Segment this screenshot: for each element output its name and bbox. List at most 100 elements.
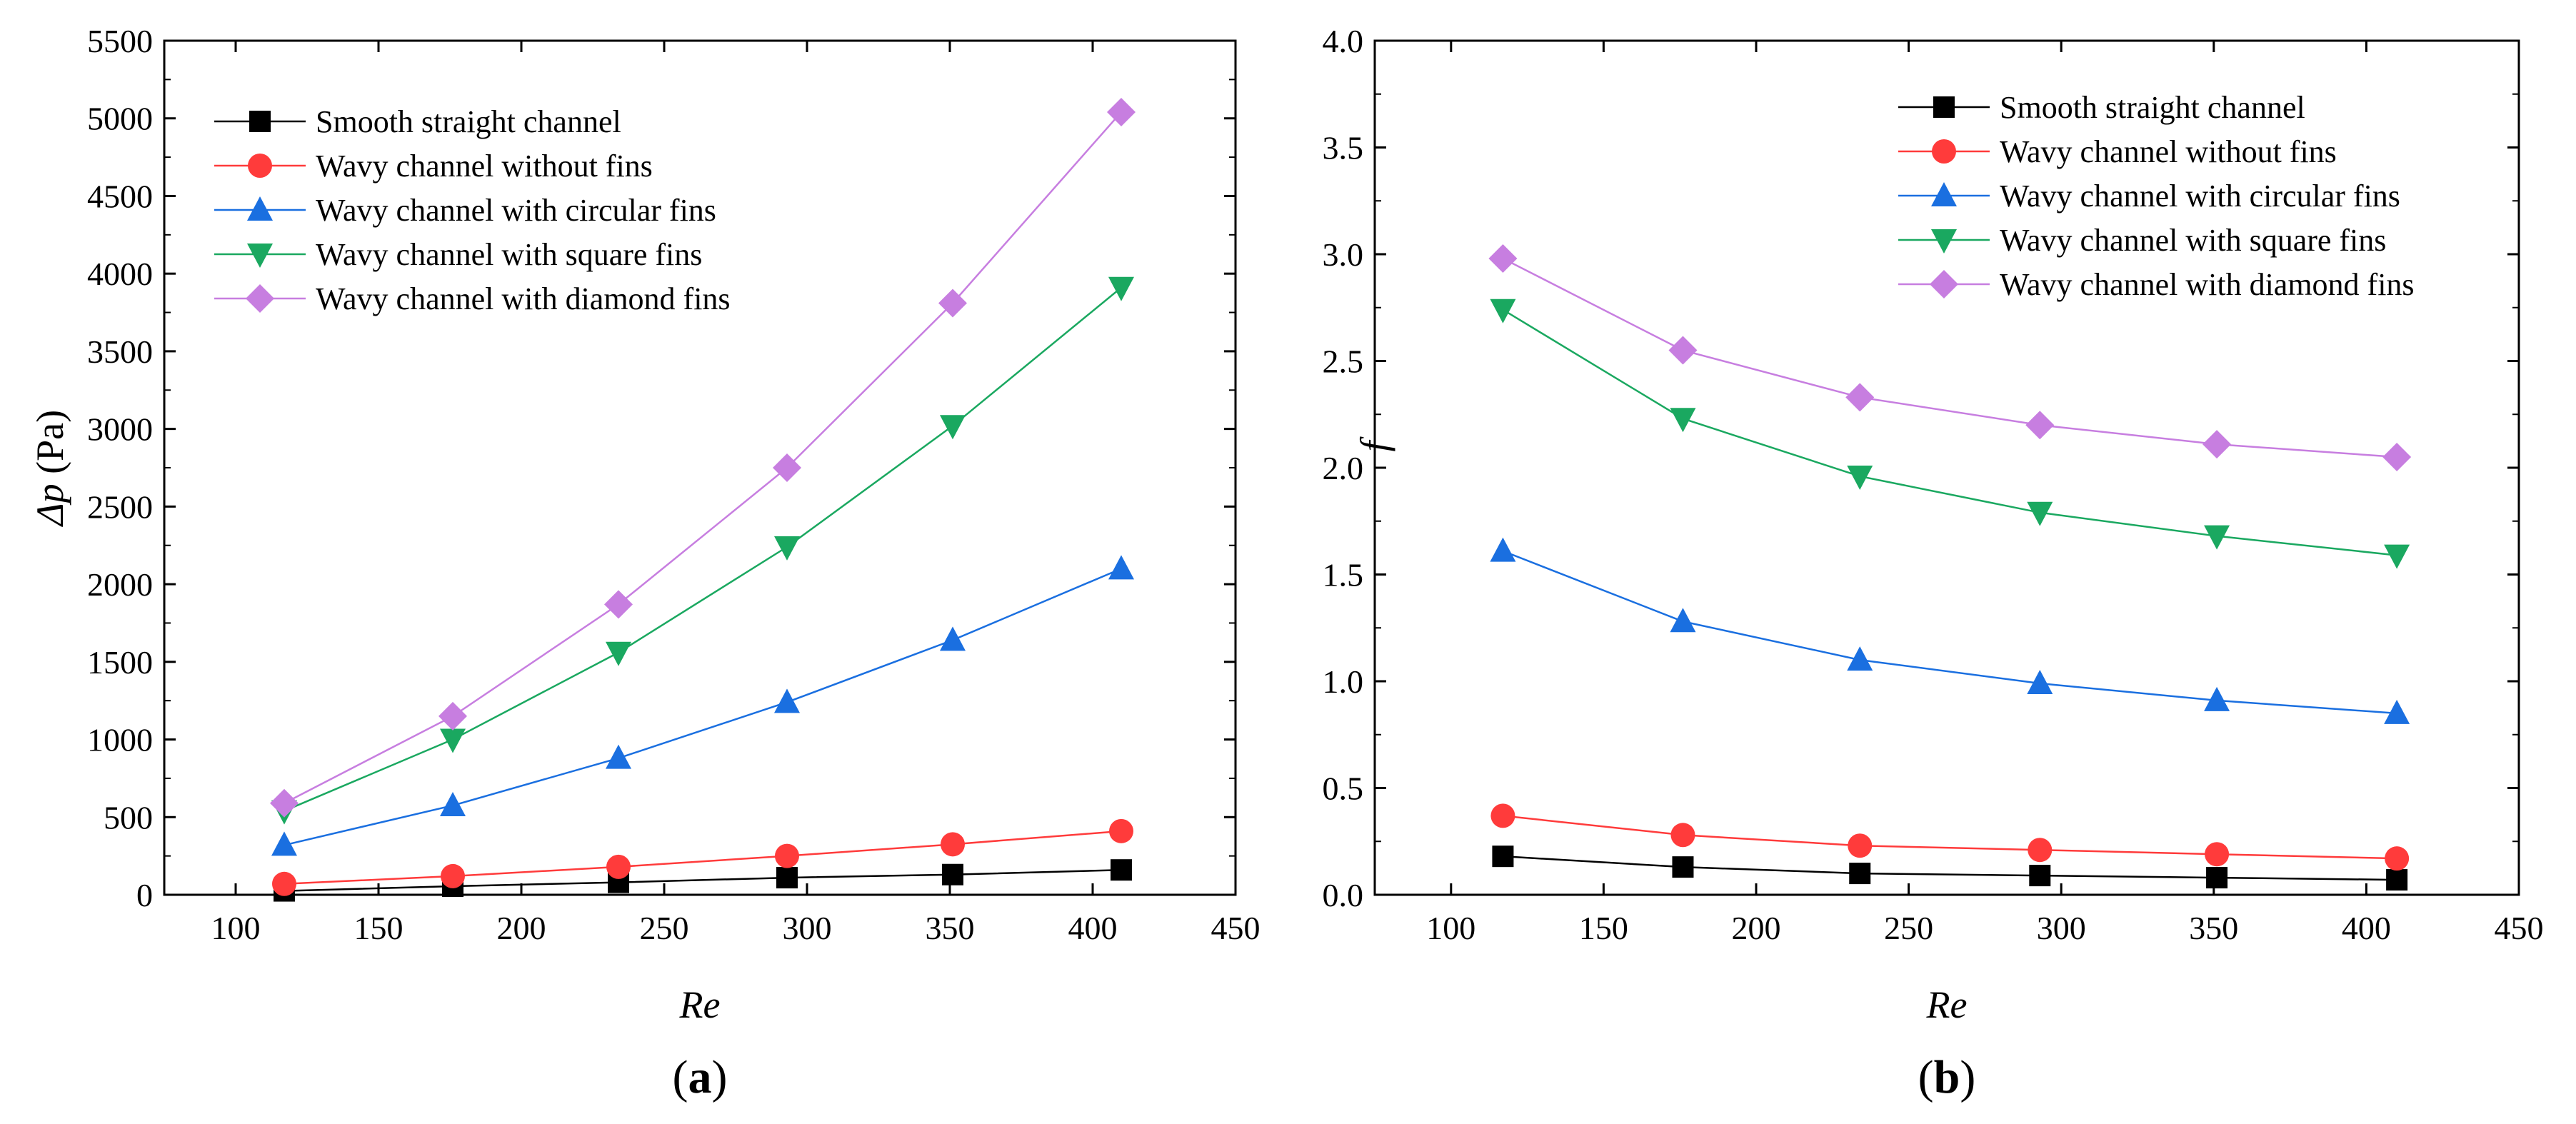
panel-label: (b): [1918, 1051, 1976, 1103]
series-1-point: [2028, 838, 2053, 863]
y-tick-label: 2.5: [1323, 343, 1364, 380]
y-tick-label: 1500: [87, 644, 153, 681]
series-4-point: [938, 288, 967, 318]
series-line-0: [284, 868, 1122, 892]
series-1-point: [941, 832, 965, 857]
series-4-point: [773, 453, 801, 482]
series-line-4: [284, 111, 1122, 804]
series-2-point: [1490, 537, 1516, 562]
legend-marker: [1932, 139, 1956, 164]
series-2-point: [2384, 699, 2410, 724]
y-tick-label: 2.0: [1323, 450, 1364, 486]
y-tick-label: 1.5: [1323, 557, 1364, 593]
panel-label-open: (: [673, 1051, 688, 1103]
x-tick-label: 350: [926, 910, 975, 946]
series-4-point: [2382, 443, 2412, 472]
x-tick-label: 100: [211, 910, 261, 946]
series-2-point: [1847, 646, 1873, 671]
series-1-point: [1490, 803, 1515, 828]
x-axis-title: Re: [679, 983, 721, 1026]
y-axis-unit: (Pa): [29, 410, 71, 483]
x-tick-label: 200: [497, 910, 546, 946]
series-3-point: [774, 536, 800, 561]
panel-a: 100 150 200 250 300 350 400 4500500100015002000…: [29, 23, 1261, 1103]
x-tick-label: 250: [640, 910, 689, 946]
legend-marker: [248, 154, 272, 178]
panel-label-letter: a: [688, 1051, 712, 1103]
legend-marker: [1931, 182, 1957, 206]
series-line-0: [1503, 855, 2397, 881]
series-4-point: [2025, 411, 2055, 440]
legend-marker: [1933, 96, 1955, 118]
legend-label: Smooth straight channel: [2000, 90, 2305, 125]
series-3-point: [2027, 501, 2053, 526]
series-0-point: [942, 863, 963, 885]
series-1-point: [1848, 833, 1873, 858]
legend-marker: [1931, 229, 1957, 254]
series-line-1: [1503, 815, 2397, 860]
series-3-point: [2204, 525, 2230, 550]
panel-label-close: ): [1960, 1051, 1975, 1103]
series-1-point: [2385, 846, 2410, 871]
x-tick-label: 200: [1732, 910, 1781, 946]
legend-marker: [246, 284, 274, 313]
legend-label: Wavy channel without fins: [2000, 134, 2337, 169]
y-axis-title: Δp (Pa): [29, 410, 71, 527]
legend-label: Smooth straight channel: [316, 104, 621, 139]
series-2-point: [1108, 555, 1134, 580]
series-0-point: [2029, 865, 2051, 887]
legend-label: Wavy channel with circular fins: [316, 193, 716, 228]
x-tick-label: 350: [2189, 910, 2238, 946]
series-4-point: [1488, 244, 1518, 273]
x-tick-label: 400: [1068, 910, 1118, 946]
y-tick-label: 1.0: [1323, 663, 1364, 700]
series-2-point: [1670, 608, 1696, 633]
series-line-2: [284, 568, 1122, 846]
series-0-point: [1849, 863, 1871, 885]
y-tick-label: 1000: [87, 722, 153, 758]
y-tick-label: 5000: [87, 101, 153, 137]
y-tick-label: 500: [104, 799, 153, 836]
series-2-point: [940, 626, 966, 651]
legend-marker: [1930, 270, 1958, 298]
series-2-point: [2204, 686, 2230, 711]
series-0-point: [1111, 859, 1132, 881]
panel-label-close: ): [712, 1051, 728, 1103]
legend-label: Wavy channel with diamond fins: [316, 281, 731, 316]
series-1-point: [441, 863, 465, 888]
series-line-1: [284, 830, 1122, 885]
series-3-point: [940, 415, 966, 440]
series-0-point: [1672, 856, 1694, 878]
series-4-point: [604, 590, 633, 619]
legend-label: Wavy channel with square fins: [2000, 223, 2386, 258]
series-line-3: [284, 286, 1122, 812]
series-3-point: [440, 728, 466, 753]
y-tick-label: 2500: [87, 488, 153, 525]
y-tick-label: 3000: [87, 411, 153, 448]
series-2-point: [440, 791, 466, 816]
series-1-point: [606, 854, 631, 879]
legend-label: Wavy channel with square fins: [316, 237, 702, 272]
series-0-point: [2206, 867, 2228, 889]
series-line-4: [1502, 257, 2397, 458]
series-3-point: [1108, 276, 1134, 301]
x-tick-label: 450: [2495, 910, 2544, 946]
y-tick-label: 3.5: [1323, 130, 1364, 166]
x-tick-label: 100: [1426, 910, 1475, 946]
x-tick-label: 150: [354, 910, 404, 946]
y-tick-label: 3.0: [1323, 236, 1364, 273]
series-1-point: [1670, 823, 1695, 848]
legend-label: Wavy channel without fins: [316, 149, 653, 184]
x-tick-label: 150: [1579, 910, 1628, 946]
series-2-point: [774, 688, 800, 713]
legend-label: Wavy channel with diamond fins: [2000, 267, 2415, 302]
panel-b: 100 150 200 250 300 350 400 450 0.0 0.5 1.0 1.5 2.0 2…: [1323, 23, 2544, 1103]
series-1-point: [775, 843, 799, 868]
series-1-point: [272, 871, 296, 896]
panel-label-letter: b: [1934, 1051, 1960, 1103]
series-4-point: [2202, 430, 2232, 459]
series-2-point: [2027, 669, 2053, 694]
series-4-point: [438, 701, 467, 731]
